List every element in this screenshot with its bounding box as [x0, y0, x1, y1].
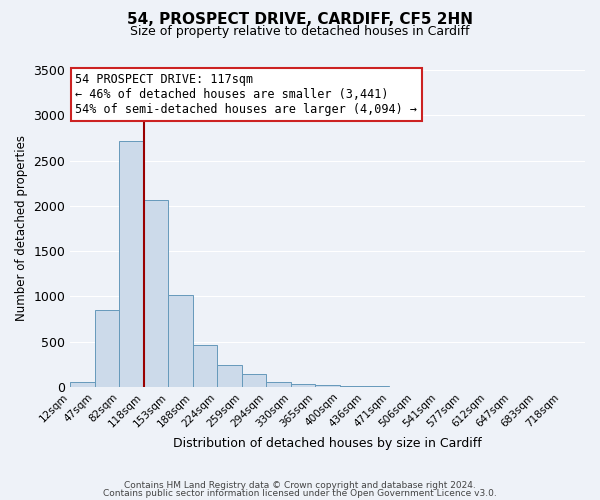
- Bar: [169, 296, 193, 387]
- Bar: [242, 374, 266, 387]
- Text: Contains HM Land Registry data © Crown copyright and database right 2024.: Contains HM Land Registry data © Crown c…: [124, 481, 476, 490]
- Text: 54 PROSPECT DRIVE: 117sqm
← 46% of detached houses are smaller (3,441)
54% of se: 54 PROSPECT DRIVE: 117sqm ← 46% of detac…: [76, 73, 418, 116]
- Text: Size of property relative to detached houses in Cardiff: Size of property relative to detached ho…: [130, 25, 470, 38]
- Y-axis label: Number of detached properties: Number of detached properties: [15, 136, 28, 322]
- Text: 54, PROSPECT DRIVE, CARDIFF, CF5 2HN: 54, PROSPECT DRIVE, CARDIFF, CF5 2HN: [127, 12, 473, 28]
- Bar: [119, 140, 144, 387]
- Bar: [217, 365, 242, 387]
- Bar: [95, 310, 119, 387]
- Bar: [193, 346, 217, 387]
- Bar: [340, 386, 364, 387]
- Bar: [144, 200, 169, 387]
- Text: Contains public sector information licensed under the Open Government Licence v3: Contains public sector information licen…: [103, 488, 497, 498]
- X-axis label: Distribution of detached houses by size in Cardiff: Distribution of detached houses by size …: [173, 437, 482, 450]
- Bar: [266, 382, 291, 387]
- Bar: [70, 382, 95, 387]
- Bar: [291, 384, 316, 387]
- Bar: [316, 385, 340, 387]
